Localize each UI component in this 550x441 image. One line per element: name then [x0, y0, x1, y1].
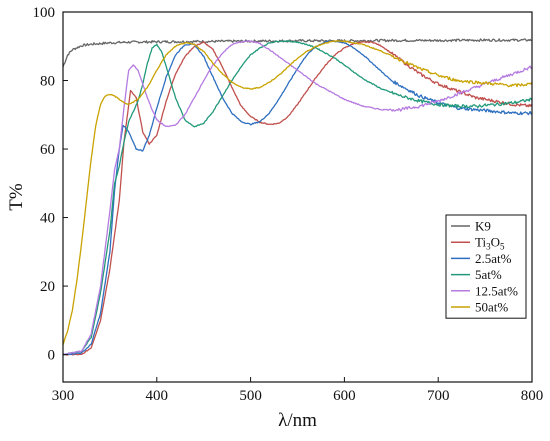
series-layer: [62, 38, 533, 356]
legend-label: K9: [475, 219, 491, 234]
plot-frame: [62, 11, 533, 383]
legend-label: 12.5at%: [475, 283, 518, 298]
legend-label: 50at%: [475, 300, 508, 315]
x-tick-label: 400: [146, 388, 169, 404]
legend-label: 5at%: [475, 267, 502, 282]
series-line-50at-: [62, 39, 533, 345]
tick-layer: 300 400 500 600 700 800 0 20 40 60 80 100: [33, 5, 544, 404]
legend-label: 2.5at%: [475, 251, 512, 266]
y-tick-label: 0: [48, 348, 56, 364]
legend-box: [445, 214, 527, 319]
y-tick-label: 40: [40, 211, 55, 227]
series-line-12-5at-: [62, 40, 533, 356]
x-tick-label: 500: [239, 388, 262, 404]
series-line-ti3o5: [62, 41, 533, 356]
x-tick-label: 300: [52, 388, 75, 404]
x-axis-title: λ/nm: [278, 410, 317, 431]
x-tick-label: 800: [521, 388, 544, 404]
x-tick-label: 600: [333, 388, 356, 404]
legend-label: Ti3O5: [475, 235, 505, 252]
y-axis-title: T%: [6, 183, 27, 211]
x-tick-label: 700: [427, 388, 450, 404]
y-tick-label: 100: [33, 5, 56, 21]
y-tick-label: 60: [40, 142, 55, 158]
y-tick-label: 80: [40, 74, 55, 90]
series-line-5at-: [62, 39, 533, 356]
y-tick-label: 20: [40, 279, 55, 295]
series-line-2-5at-: [62, 40, 533, 356]
